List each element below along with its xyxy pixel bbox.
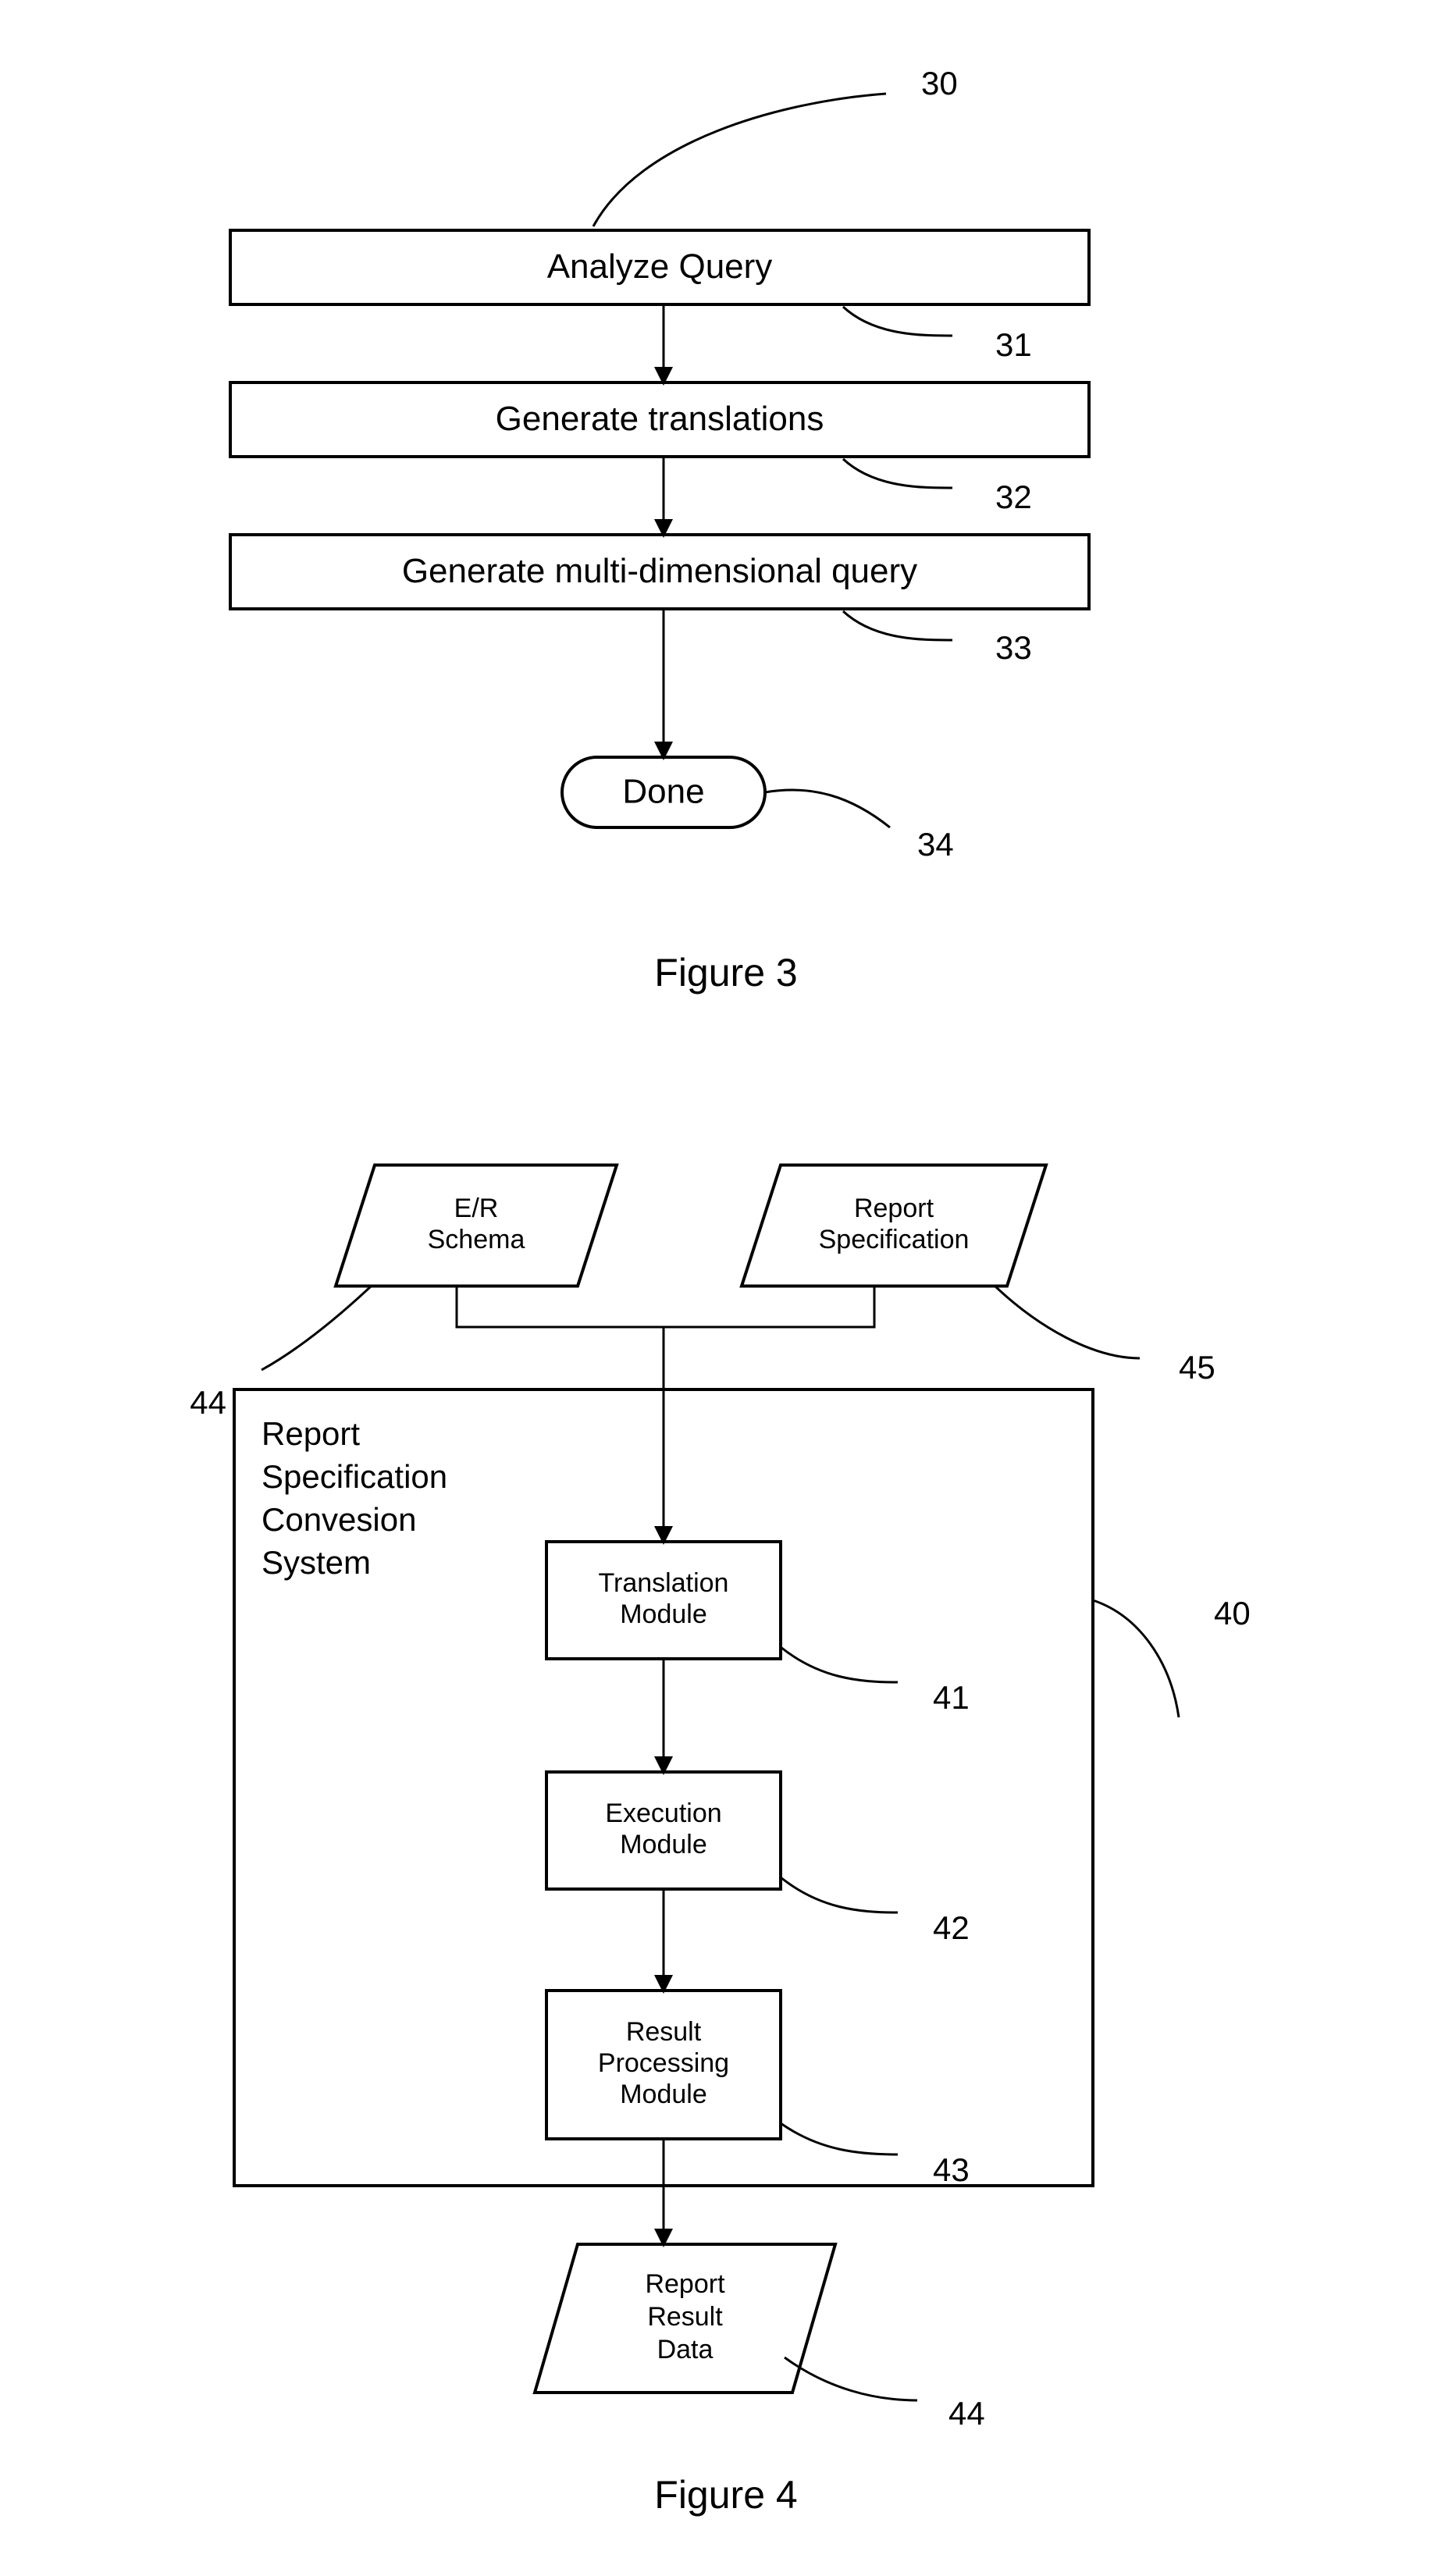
callout-44-in0: [262, 1286, 371, 1370]
fig4-container-title-1: Specification: [262, 1458, 447, 1495]
ref-40: 40: [1214, 1595, 1251, 1631]
fig4-input-45-line1: Specification: [819, 1225, 970, 1254]
fig4-module-43-line0: Result: [626, 2017, 702, 2047]
ref-45-in1: 45: [1179, 1349, 1215, 1386]
callout-44-out: [785, 2357, 917, 2400]
ref-44-in0: 44: [190, 1384, 226, 1421]
fig3-process-33-label: Generate multi-dimensional query: [402, 552, 917, 590]
callout-43: [781, 2123, 898, 2154]
fig4-module-41-line0: Translation: [599, 1568, 729, 1598]
fig3-process-31-label: Analyze Query: [547, 247, 773, 286]
fig4-input-45-line0: Report: [854, 1194, 934, 1223]
fig4-module-42-line0: Execution: [605, 1799, 721, 1828]
callout-40: [1093, 1600, 1179, 1717]
ref-41: 41: [933, 1679, 970, 1716]
ref-32: 32: [995, 479, 1032, 515]
fig4-output-line1: Result: [647, 2302, 723, 2332]
ref-43: 43: [933, 2151, 970, 2188]
callout-33: [843, 611, 952, 640]
fig4-module-42-line1: Module: [620, 1830, 707, 1859]
fig4-caption: Figure 4: [654, 2473, 797, 2517]
ref-33: 33: [995, 629, 1032, 666]
fig4-input-44-line1: Schema: [428, 1225, 525, 1254]
callout-41: [781, 1647, 898, 1682]
ref-44-out: 44: [948, 2395, 985, 2432]
fig4-module-43-line2: Module: [620, 2080, 707, 2109]
callout-45-in1: [995, 1286, 1140, 1358]
fig4-module-41-line1: Module: [620, 1599, 707, 1629]
callout-31: [843, 307, 952, 336]
fig3-process-32-label: Generate translations: [496, 400, 824, 438]
fig4-output-line0: Report: [645, 2269, 725, 2299]
callout-32: [843, 459, 952, 488]
fig4-container-title-3: System: [262, 1544, 371, 1581]
callout-42: [781, 1877, 898, 1912]
ref-34: 34: [917, 826, 954, 863]
fig4-join: [457, 1286, 874, 1327]
fig3-terminator-label: Done: [622, 773, 704, 811]
ref-42: 42: [933, 1909, 970, 1946]
fig4-container-title-0: Report: [262, 1415, 360, 1452]
callout-30: [593, 94, 886, 226]
fig4-module-43-line1: Processing: [598, 2048, 729, 2078]
callout-34: [765, 790, 890, 827]
fig4-input-44-line0: E/R: [454, 1194, 499, 1223]
ref-30: 30: [921, 65, 958, 101]
fig3-caption: Figure 3: [654, 951, 797, 994]
fig4-output-line2: Data: [657, 2335, 714, 2364]
fig4-container-title-2: Convesion: [262, 1501, 416, 1538]
ref-31: 31: [995, 326, 1032, 363]
